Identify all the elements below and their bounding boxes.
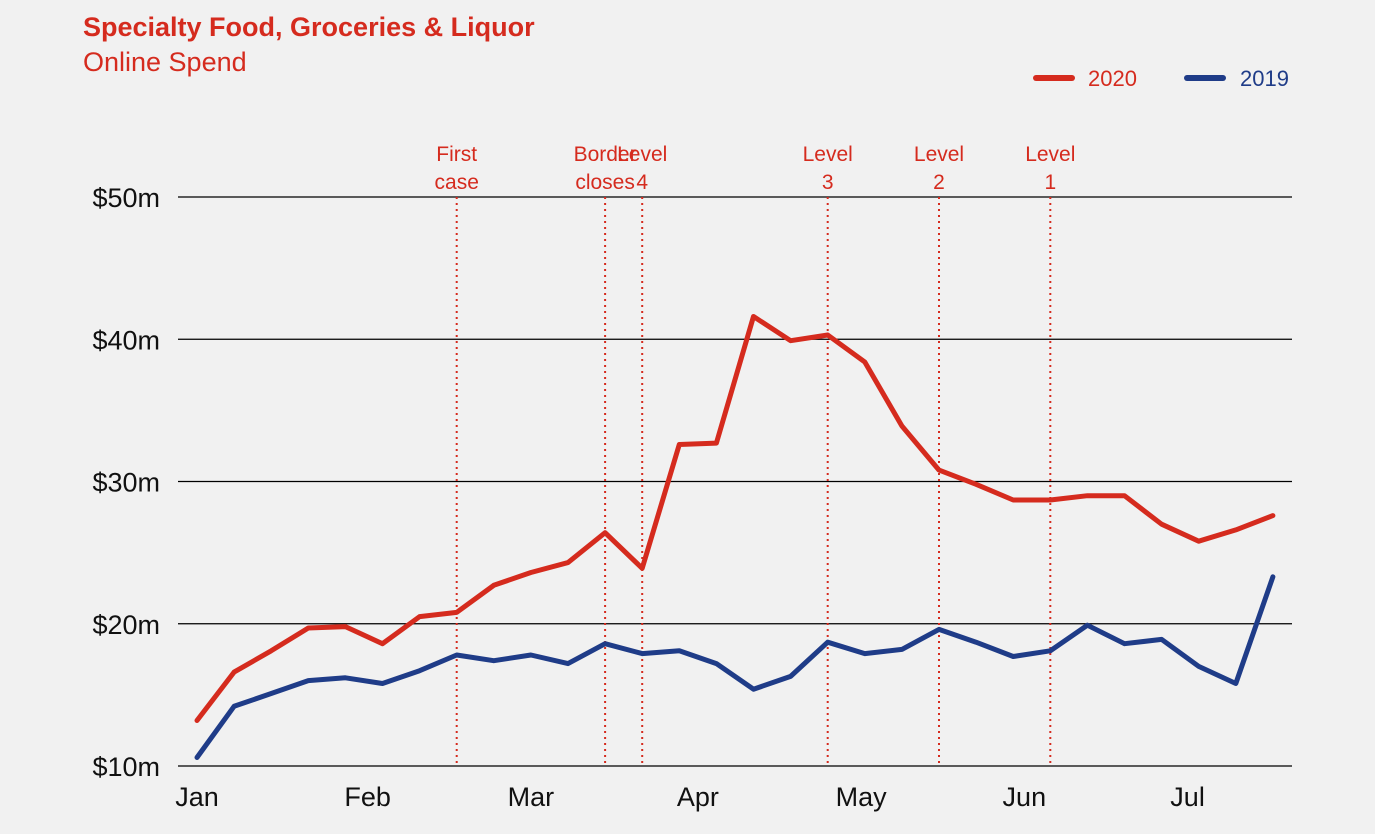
series-line-2020	[194, 314, 1276, 723]
x-tick-label: Apr	[677, 782, 719, 812]
y-tick-label: $30m	[92, 468, 160, 498]
annotation-label: Level	[914, 143, 964, 166]
y-tick-label: $40m	[92, 325, 160, 355]
x-tick-label: Jun	[1003, 782, 1047, 812]
x-axis-tick-labels: Jan Feb Mar Apr May Jun Jul	[175, 782, 1205, 812]
annotation-label: case	[435, 171, 479, 194]
legend-label-2019: 2019	[1240, 66, 1289, 91]
x-tick-label: Jul	[1170, 782, 1205, 812]
y-tick-label: $10m	[92, 752, 160, 782]
gridlines	[178, 196, 1292, 767]
y-tick-label: $50m	[92, 183, 160, 213]
annotation-label: Level	[803, 143, 853, 166]
annotation-label: 3	[822, 171, 834, 194]
annotation-label: Level	[617, 143, 667, 166]
y-axis-tick-labels: $50m $40m $30m $20m $10m	[92, 183, 160, 782]
legend-label-2020: 2020	[1088, 66, 1137, 91]
x-tick-label: Jan	[175, 782, 219, 812]
series-line-2019	[194, 574, 1276, 760]
event-annotations: First case Border closes Level 4 Level 3 Level 2 L…	[435, 143, 1075, 766]
annotation-label: closes	[575, 171, 635, 194]
y-tick-label: $20m	[92, 610, 160, 640]
annotation-label: 1	[1044, 171, 1056, 194]
series-lines	[194, 314, 1276, 760]
chart-subtitle: Online Spend	[83, 47, 247, 77]
annotation-label: First	[436, 143, 477, 166]
annotation-label: Border	[574, 143, 637, 166]
x-tick-label: Feb	[344, 782, 391, 812]
legend: 2020 2019	[1033, 66, 1289, 91]
annotation-label: 2	[933, 171, 945, 194]
chart-title: Specialty Food, Groceries & Liquor	[83, 12, 535, 42]
annotation-label: Level	[1025, 143, 1075, 166]
x-tick-label: Mar	[508, 782, 555, 812]
x-tick-label: May	[836, 782, 888, 812]
annotation-label: 4	[636, 171, 648, 194]
